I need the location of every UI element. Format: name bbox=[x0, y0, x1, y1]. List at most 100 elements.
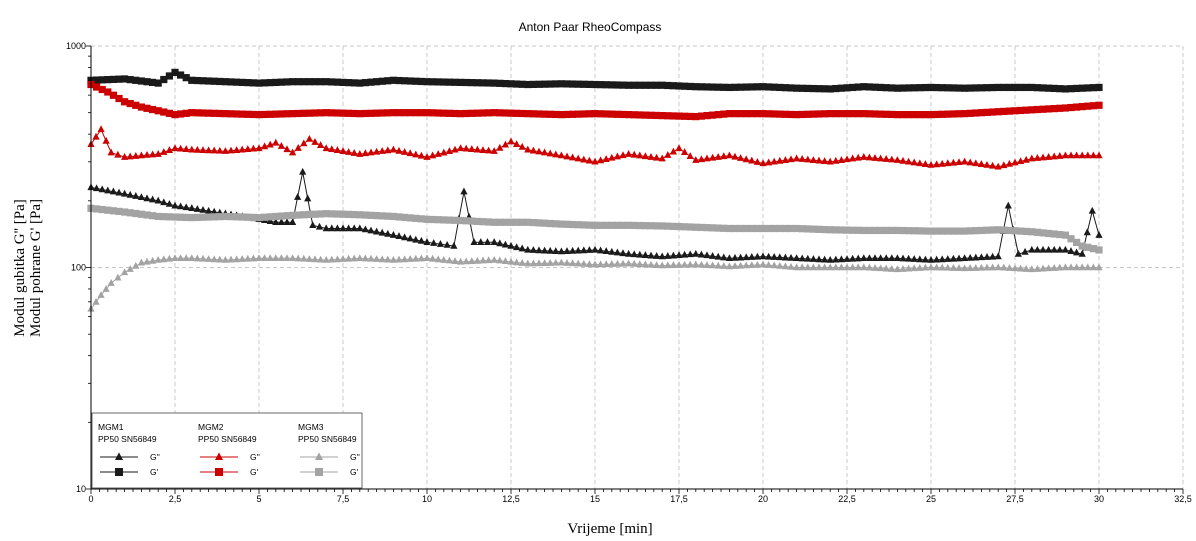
triangle-point bbox=[753, 157, 761, 165]
square-point bbox=[697, 112, 705, 120]
square-point bbox=[255, 79, 263, 87]
square-point bbox=[283, 110, 291, 118]
square-point bbox=[557, 80, 565, 88]
square-point bbox=[261, 110, 269, 119]
triangle-point bbox=[221, 255, 229, 263]
triangle-point bbox=[972, 253, 980, 261]
triangle-point bbox=[143, 257, 151, 265]
triangle-point bbox=[1095, 263, 1103, 271]
square-point bbox=[860, 110, 868, 118]
triangle-point bbox=[697, 155, 705, 163]
triangle-point bbox=[905, 157, 913, 165]
triangle-point bbox=[888, 155, 896, 163]
triangle-point bbox=[720, 152, 728, 160]
triangle-point bbox=[938, 255, 946, 263]
x-tick-label: 32,5 bbox=[1174, 494, 1192, 504]
square-point bbox=[737, 83, 745, 91]
square-point bbox=[417, 215, 425, 223]
square-point bbox=[434, 78, 442, 86]
square-point bbox=[669, 112, 677, 120]
square-point bbox=[893, 226, 901, 235]
triangle-point bbox=[557, 258, 565, 266]
square-point bbox=[888, 226, 896, 235]
triangle-point bbox=[238, 145, 246, 153]
square-point bbox=[373, 212, 381, 220]
square-point bbox=[115, 207, 123, 216]
triangle-point bbox=[470, 238, 478, 245]
triangle-point bbox=[345, 224, 353, 232]
square-point bbox=[597, 110, 605, 118]
square-point bbox=[412, 214, 420, 222]
triangle-point bbox=[580, 259, 588, 267]
triangle-point bbox=[177, 202, 185, 210]
triangle-point bbox=[636, 260, 644, 268]
triangle-point bbox=[513, 140, 521, 148]
square-point bbox=[501, 109, 509, 117]
triangle-point bbox=[955, 254, 963, 262]
square-point bbox=[429, 109, 437, 117]
square-point bbox=[496, 218, 504, 226]
square-point bbox=[798, 110, 806, 119]
triangle-point bbox=[378, 228, 386, 236]
square-point bbox=[770, 224, 778, 233]
square-point bbox=[877, 110, 885, 118]
square-point bbox=[781, 224, 789, 233]
square-point bbox=[160, 108, 168, 116]
square-point bbox=[1089, 102, 1097, 110]
triangle-point bbox=[753, 260, 761, 268]
triangle-point bbox=[483, 238, 492, 245]
triangle-point bbox=[742, 155, 750, 163]
triangle-point bbox=[165, 254, 173, 262]
triangle-point bbox=[591, 245, 599, 253]
square-point bbox=[837, 226, 845, 234]
triangle-point bbox=[759, 252, 767, 260]
square-point bbox=[249, 213, 257, 222]
square-point bbox=[1095, 246, 1103, 254]
triangle-point bbox=[1083, 228, 1091, 236]
square-point bbox=[552, 80, 560, 88]
triangle-point bbox=[821, 263, 829, 271]
square-point bbox=[518, 80, 526, 88]
square-point bbox=[261, 79, 269, 87]
triangle-point bbox=[860, 263, 868, 271]
triangle-point bbox=[1067, 263, 1075, 271]
square-point bbox=[1039, 229, 1047, 237]
square-point bbox=[557, 111, 565, 119]
square-point bbox=[574, 110, 582, 118]
triangle-point bbox=[563, 258, 571, 266]
triangle-point bbox=[1078, 249, 1086, 257]
triangle-point bbox=[507, 257, 515, 265]
triangle-point bbox=[143, 194, 151, 202]
square-point bbox=[837, 110, 845, 118]
triangle-point bbox=[731, 253, 739, 261]
square-point bbox=[815, 225, 823, 233]
square-point bbox=[1073, 103, 1081, 111]
square-point bbox=[770, 83, 778, 91]
square-point bbox=[328, 78, 336, 86]
triangle-point bbox=[1022, 155, 1030, 163]
triangle-point bbox=[1073, 263, 1081, 271]
square-point bbox=[535, 80, 543, 88]
square-point bbox=[339, 78, 347, 86]
square-point bbox=[513, 109, 521, 117]
square-point bbox=[177, 71, 185, 79]
series-mgm1-storage-modulus bbox=[87, 68, 1103, 93]
triangle-point bbox=[541, 148, 549, 156]
square-point bbox=[328, 210, 336, 218]
triangle-point bbox=[315, 222, 324, 230]
square-point bbox=[625, 81, 633, 89]
triangle-point bbox=[423, 238, 431, 245]
triangle-point bbox=[154, 196, 162, 204]
triangle-point bbox=[636, 250, 644, 258]
triangle-point bbox=[434, 255, 442, 263]
triangle-point bbox=[182, 145, 190, 153]
square-point bbox=[221, 212, 229, 221]
legend-triangle-marker bbox=[315, 452, 323, 460]
square-point bbox=[445, 78, 453, 86]
triangle-point bbox=[809, 255, 817, 262]
square-point bbox=[798, 225, 806, 233]
triangle-point bbox=[199, 254, 207, 262]
series-mgm2-storage-modulus bbox=[87, 80, 1103, 121]
triangle-point bbox=[339, 147, 347, 154]
triangle-point bbox=[849, 254, 857, 262]
